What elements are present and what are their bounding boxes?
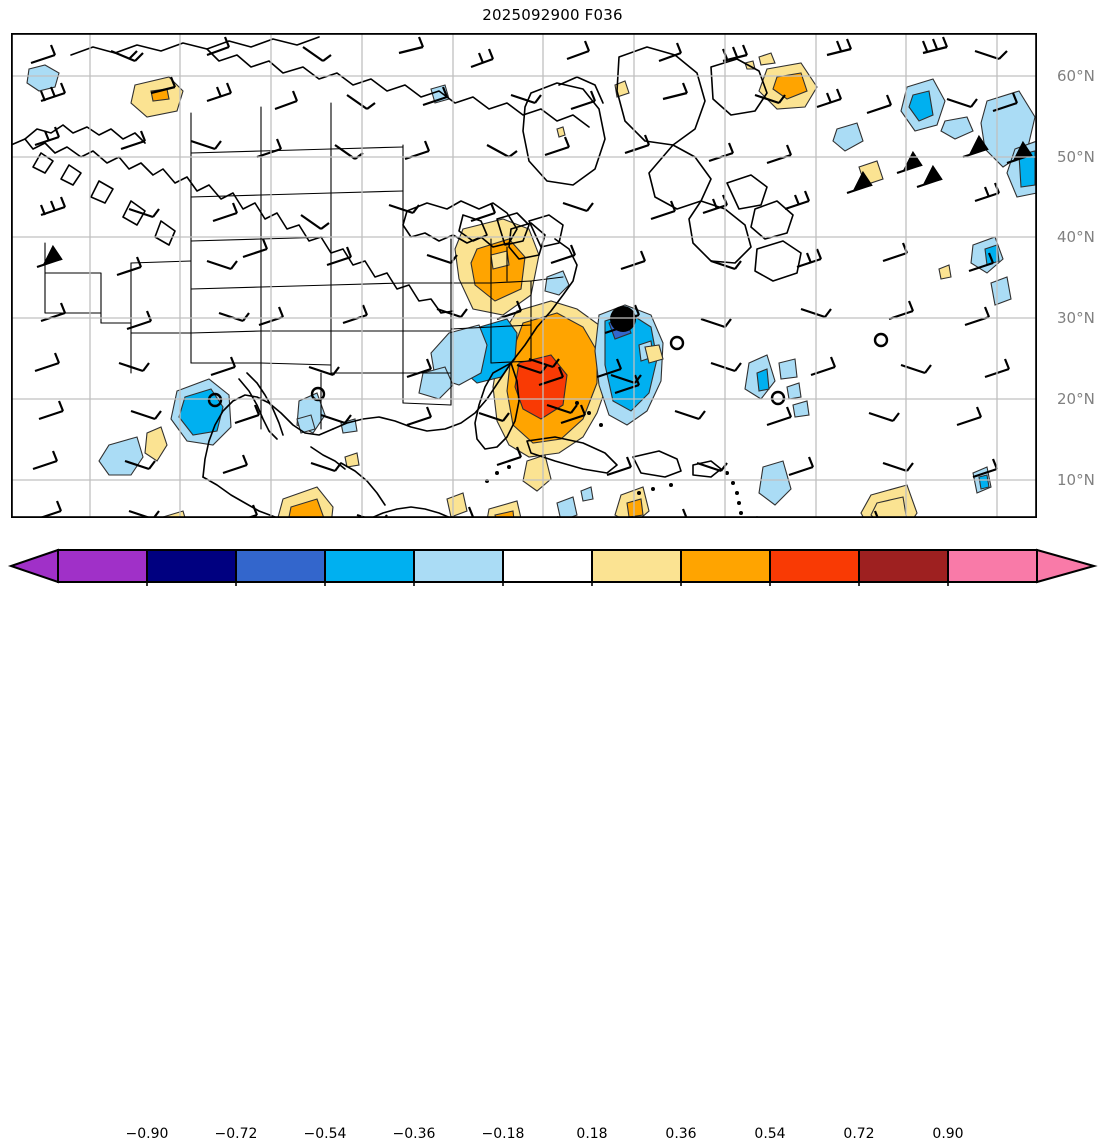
colorbar-canvas[interactable] (0, 546, 1105, 586)
colorbar-segment (591, 549, 682, 583)
colorbar-segment (769, 549, 860, 583)
colorbar-segment (146, 549, 237, 583)
colorbar-segment (235, 549, 326, 583)
colorbar-tick-label: −0.72 (214, 1126, 258, 1142)
colorbar[interactable]: −0.90 −0.72 −0.54 −0.36 −0.18 0.18 0.36 … (0, 546, 1105, 1142)
colorbar-segment (858, 549, 949, 583)
lat-label: 10°N (1057, 471, 1095, 489)
colorbar-tick-label: 0.72 (843, 1126, 875, 1142)
colorbar-segment (413, 549, 504, 583)
map-canvas[interactable] (11, 33, 1037, 518)
storm-markers[interactable] (207, 306, 889, 408)
open-circle-marker[interactable] (770, 390, 786, 406)
colorbar-segment (947, 549, 1038, 583)
colorbar-tick-label: −0.54 (303, 1126, 347, 1142)
colorbar-tick-label: −0.18 (481, 1126, 525, 1142)
colorbar-segment (324, 549, 415, 583)
map-panel[interactable]: 130°W 120°W 110°W 100°W 90°W 80°W 70°W 6… (11, 33, 1095, 571)
lat-label: 30°N (1057, 309, 1095, 327)
lat-label: 20°N (1057, 390, 1095, 408)
colorbar-segment-under (7, 548, 59, 584)
colorbar-tick-label: 0.90 (932, 1126, 964, 1142)
page-title: 2025092900 F036 (482, 6, 623, 24)
colorbar-tick-label: −0.36 (392, 1126, 436, 1142)
colorbar-segment (680, 549, 771, 583)
colorbar-ticks (146, 582, 949, 586)
colorbar-tick-label: 0.36 (665, 1126, 697, 1142)
open-circle-marker[interactable] (207, 392, 223, 408)
open-circle-marker[interactable] (669, 335, 685, 351)
colorbar-segment (502, 549, 593, 583)
open-circle-marker[interactable] (310, 386, 326, 402)
filled-circle-marker[interactable] (610, 306, 636, 332)
wind-barbs (30, 36, 1033, 518)
colorbar-tick-label: 0.54 (754, 1126, 786, 1142)
map-gridlines (11, 33, 1037, 518)
colorbar-tick-label: −0.90 (125, 1126, 169, 1142)
colorbar-tick-label: 0.18 (576, 1126, 608, 1142)
open-circle-marker[interactable] (873, 332, 889, 348)
lat-label: 60°N (1057, 67, 1095, 85)
colorbar-segment-over (1036, 548, 1098, 584)
anomaly-shading (26, 52, 1037, 518)
lat-label: 50°N (1057, 148, 1095, 166)
colorbar-segment (57, 549, 148, 583)
lat-label: 40°N (1057, 228, 1095, 246)
map-frame (11, 33, 1037, 518)
